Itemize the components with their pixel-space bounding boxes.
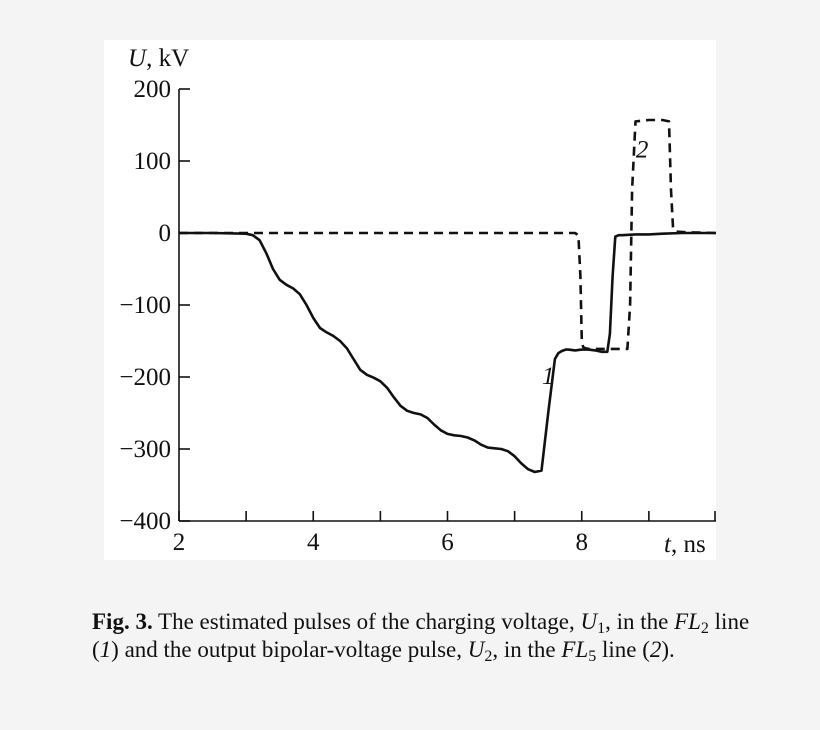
y-tick-label: 200 [134,76,172,103]
annotations: 12 [542,136,648,390]
y-tick-label: −200 [119,364,171,391]
y-tick-label: 100 [134,148,172,175]
y-tick-label: −300 [119,436,171,463]
figure: U, kV t, ns 200 100 0 −100 −200 −300 −400 2 4 6 8 … [104,40,716,560]
y-tick-label: −400 [119,508,171,535]
x-tick-label: 6 [441,529,454,556]
series-1-label: 1 [542,363,555,390]
series-1-line [179,231,716,474]
y-tick-label: 0 [159,220,172,247]
series-2-label: 2 [636,136,649,163]
series-2-line [179,118,716,351]
figure-caption: Fig. 3. The estimated pulses of the char… [92,609,750,665]
y-tick-label: −100 [119,292,171,319]
caption-label: Fig. 3. [92,609,153,634]
x-tick-label: 2 [173,529,186,556]
y-axis-label: U, kV [128,45,189,72]
x-axis-label: t, ns [664,531,706,558]
x-tick-label: 4 [307,529,320,556]
series-layer [179,118,716,474]
x-tick-label: 8 [576,529,589,556]
